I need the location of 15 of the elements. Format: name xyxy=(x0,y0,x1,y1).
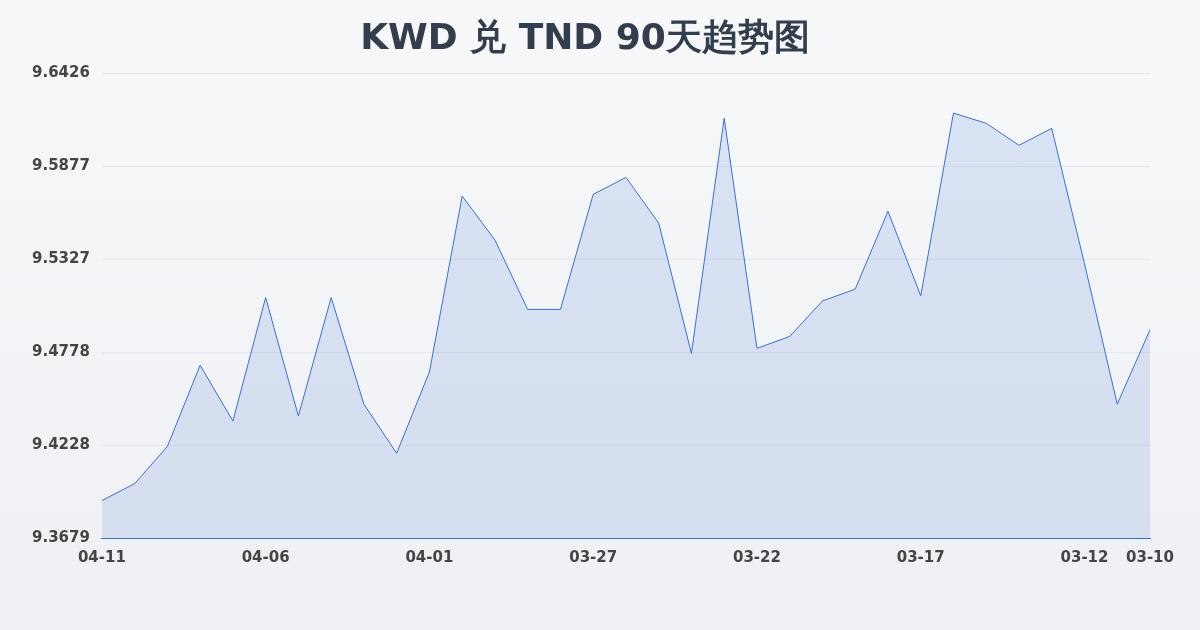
x-tick-label: 03-27 xyxy=(569,547,618,566)
x-tick-label: 04-06 xyxy=(241,547,290,566)
y-tick-label: 9.5327 xyxy=(31,249,90,268)
x-tick-label: 04-11 xyxy=(77,547,126,566)
y-tick-label: 9.5877 xyxy=(31,155,90,174)
y-tick-label: 9.6426 xyxy=(31,63,90,82)
x-tick-label: 03-17 xyxy=(896,547,945,566)
x-tick-label: 03-22 xyxy=(732,547,781,566)
x-tick-label: 03-10 xyxy=(1126,547,1174,566)
x-tick-label: 04-01 xyxy=(405,547,454,566)
y-tick-label: 9.4778 xyxy=(31,341,90,360)
y-tick-label: 9.3679 xyxy=(31,527,90,546)
chart-title: KWD 兑 TND 90天趋势图 xyxy=(360,15,810,57)
y-tick-label: 9.4228 xyxy=(31,435,90,453)
x-tick-label: 03-12 xyxy=(1060,547,1109,566)
